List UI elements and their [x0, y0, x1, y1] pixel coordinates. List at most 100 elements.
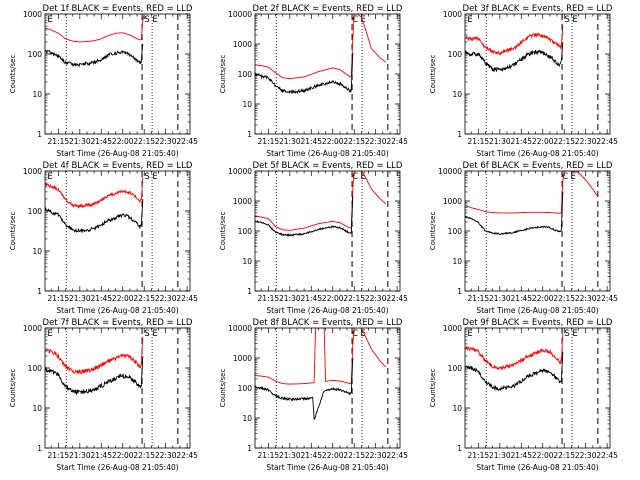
marker-annotation: E: [360, 329, 365, 339]
x-tick-label: 22:00: [322, 451, 344, 460]
y-axis-label: Counts/sec: [9, 369, 17, 408]
y-tick-label: 100: [448, 364, 463, 373]
plot-frame: [464, 170, 611, 292]
x-axis-label: Start Time (26-Aug-08 21:05:40): [266, 306, 388, 315]
event-markers: [65, 328, 179, 448]
y-tick-label: 100: [448, 227, 463, 236]
plot-frame: [254, 327, 401, 449]
y-tick-label: 1000: [233, 354, 252, 363]
series-line-red-lld: [45, 336, 144, 375]
event-markers: [275, 14, 389, 134]
y-tick-label: 10000: [228, 167, 252, 176]
panel-title: Det 2f BLACK = Events, RED = LLD: [253, 4, 403, 14]
panel-6: Det 6f BLACK = Events, RED = LLD Start Ti…: [429, 161, 618, 315]
series-line-black-events: [255, 52, 354, 95]
x-tick-label: 21:45: [90, 137, 112, 146]
y-tick-label: 1000: [443, 10, 462, 19]
series-line-black-events: [255, 195, 354, 237]
series-group: [255, 14, 386, 95]
panel-title: Det 6f BLACK = Events, RED = LLD: [463, 161, 613, 171]
x-axis-label: Start Time (26-Aug-08 21:05:40): [266, 149, 388, 158]
x-tick-label: 22:30: [155, 137, 177, 146]
panel-title: Det 4f BLACK = Events, RED = LLD: [43, 161, 193, 171]
marker-annotation: E: [47, 172, 52, 182]
marker-annotation: E: [467, 329, 472, 339]
panel-title: Det 7f BLACK = Events, RED = LLD: [43, 318, 193, 328]
x-tick-label: 22:30: [365, 451, 387, 460]
x-axis-label: Start Time (26-Aug-08 21:05:40): [56, 149, 178, 158]
y-tick-label: 10: [452, 404, 462, 413]
x-tick-label: 22:45: [176, 294, 198, 303]
x-tick-label: 22:00: [532, 451, 554, 460]
plot-frame: [464, 13, 611, 135]
x-axis-label: Start Time (26-Aug-08 21:05:40): [476, 149, 598, 158]
series-group: [255, 328, 387, 420]
y-axis-label: Counts/sec: [9, 212, 17, 251]
marker-annotation: E: [570, 172, 575, 182]
x-tick-label: 21:15: [48, 451, 70, 460]
series-line-red-lld: [465, 334, 564, 371]
event-markers: [275, 171, 389, 291]
x-tick-label: 22:15: [133, 137, 155, 146]
y-tick-label: 100: [238, 70, 253, 79]
marker-annotation: C: [352, 15, 358, 25]
x-tick-label: 22:45: [386, 137, 408, 146]
series-group: [465, 334, 564, 392]
series-group: [255, 171, 386, 237]
series-line-red-lld: [255, 171, 386, 231]
marker-annotation: E: [152, 15, 157, 25]
x-tick-label: 22:30: [365, 294, 387, 303]
x-axis-label: Start Time (26-Aug-08 21:05:40): [476, 463, 598, 472]
x-axis-label: Start Time (26-Aug-08 21:05:40): [56, 306, 178, 315]
series-group: [465, 171, 598, 236]
y-tick-label: 1: [247, 130, 252, 139]
series-line-red-lld: [255, 14, 386, 80]
panel-title: Det 5f BLACK = Events, RED = LLD: [253, 161, 403, 171]
x-tick-label: 22:45: [596, 137, 618, 146]
y-tick-label: 1: [457, 287, 462, 296]
y-tick-label: 10: [242, 257, 252, 266]
x-tick-label: 22:30: [365, 137, 387, 146]
x-tick-label: 22:00: [112, 451, 134, 460]
marker-annotation: C: [352, 172, 358, 182]
plot-frame: [44, 13, 191, 135]
x-tick-label: 22:00: [322, 294, 344, 303]
x-tick-label: 21:15: [258, 451, 280, 460]
x-tick-label: 21:30: [69, 137, 91, 146]
y-tick-label: 1000: [443, 324, 462, 333]
y-axis-label: Counts/sec: [219, 212, 227, 251]
x-tick-label: 22:45: [176, 137, 198, 146]
y-tick-label: 1: [37, 287, 42, 296]
marker-annotation: S: [144, 172, 149, 182]
series-group: [45, 14, 152, 68]
x-tick-label: 21:30: [279, 294, 301, 303]
series-group: [45, 336, 144, 396]
y-tick-label: 10: [242, 414, 252, 423]
y-tick-label: 10000: [228, 324, 252, 333]
x-tick-label: 21:30: [69, 294, 91, 303]
panel-8: Det 8f BLACK = Events, RED = LLD Start Ti…: [219, 318, 408, 472]
x-axis-label: Start Time (26-Aug-08 21:05:40): [56, 463, 178, 472]
x-tick-label: 21:15: [48, 294, 70, 303]
x-tick-label: 21:45: [510, 451, 532, 460]
x-tick-label: 22:00: [532, 137, 554, 146]
marker-annotation: E: [360, 172, 365, 182]
y-tick-label: 1000: [443, 197, 462, 206]
x-axis-label: Start Time (26-Aug-08 21:05:40): [266, 463, 388, 472]
marker-annotation: S: [144, 329, 149, 339]
event-markers: [485, 171, 599, 291]
series-line-red-lld: [45, 14, 152, 43]
x-tick-label: 22:00: [112, 294, 134, 303]
x-tick-label: 21:15: [258, 137, 280, 146]
x-tick-label: 21:30: [489, 451, 511, 460]
panel-1: Det 1f BLACK = Events, RED = LLD Start Ti…: [9, 4, 198, 158]
y-tick-label: 10000: [228, 10, 252, 19]
x-tick-label: 22:15: [133, 451, 155, 460]
y-tick-label: 10: [32, 90, 42, 99]
y-axis-label: Counts/sec: [429, 369, 437, 408]
marker-annotation: S: [564, 329, 569, 339]
y-tick-label: 1000: [233, 197, 252, 206]
x-tick-label: 21:15: [258, 294, 280, 303]
y-axis-label: Counts/sec: [429, 212, 437, 251]
